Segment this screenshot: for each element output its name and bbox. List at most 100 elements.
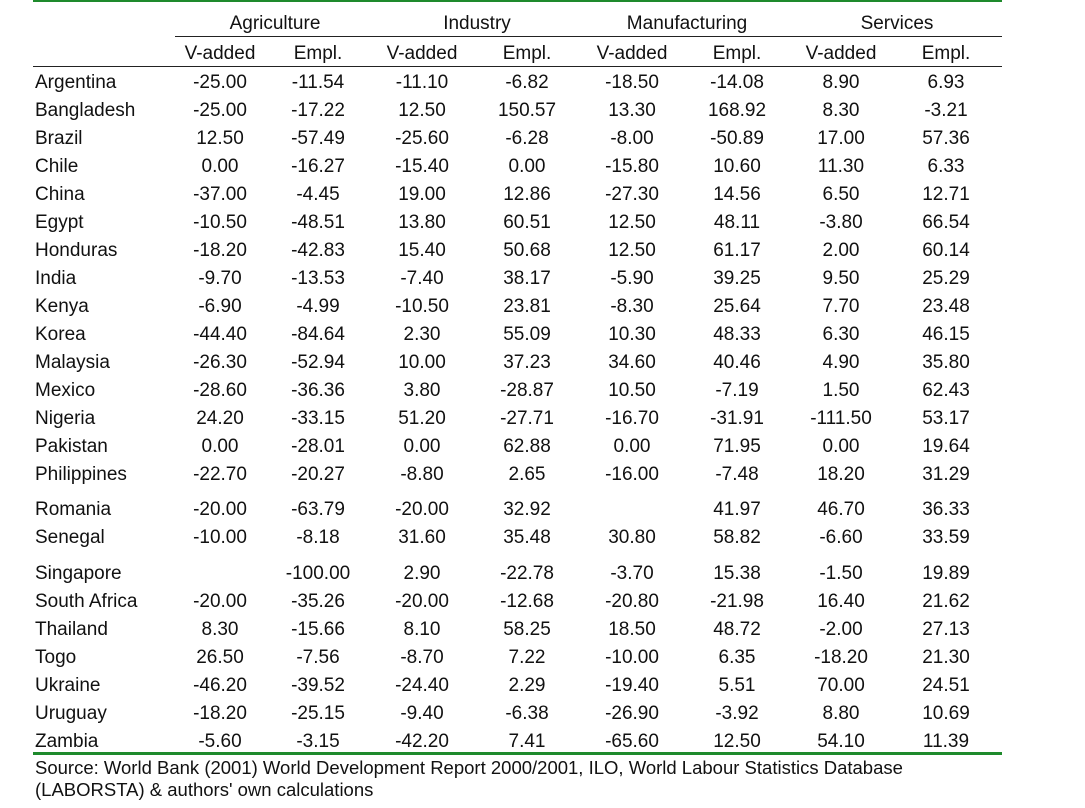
table-cell: -20.00 [395,591,449,612]
column-header: V-added [596,43,668,64]
group-header-industry: Industry [443,13,511,34]
row-country: Honduras [35,240,118,261]
table-cell: -10.00 [193,527,247,548]
table-cell: -5.60 [198,731,242,752]
row-country: Senegal [35,527,105,548]
table-cell: -18.50 [605,72,659,93]
table-cell: -28.87 [500,380,554,401]
table-cell: 19.89 [922,563,970,584]
table-cell: 7.22 [508,647,546,668]
row-country: Romania [35,499,112,520]
table-cell: 3.80 [403,380,441,401]
table-cell: -7.40 [400,268,444,289]
table-cell: 58.25 [503,619,551,640]
row-country: South Africa [35,591,138,612]
table-cell: 36.33 [922,499,970,520]
table-cell: 2.29 [508,675,546,696]
row-country: Argentina [35,72,117,93]
table-cell: 10.50 [608,380,656,401]
table-cell: -50.89 [710,128,764,149]
row-country: Uruguay [35,703,107,724]
table-cell: -25.00 [193,72,247,93]
table-cell: -13.53 [291,268,345,289]
table-cell: 1.50 [822,380,860,401]
column-header: V-added [386,43,458,64]
table-cell: -22.78 [500,563,554,584]
bottom-rule [33,752,1002,755]
header-rule [33,66,1002,67]
table-cell: -20.80 [605,591,659,612]
table-cell: -18.20 [193,703,247,724]
table-cell: 24.20 [196,408,244,429]
table-cell: -3.80 [819,212,863,233]
table-cell: -35.26 [291,591,345,612]
table-cell: -20.27 [291,464,345,485]
table-cell: 38.17 [503,268,551,289]
table-cell: 9.50 [822,268,860,289]
row-country: Thailand [35,619,108,640]
top-rule [33,0,1002,2]
table-cell: 48.72 [713,619,761,640]
table-cell: -4.99 [296,296,340,317]
table-cell: 16.40 [817,591,865,612]
row-country: Nigeria [35,408,96,429]
table-cell: -31.91 [710,408,764,429]
table-cell: 26.50 [196,647,244,668]
table-cell: 8.10 [403,619,441,640]
column-header: Empl. [712,43,762,64]
table-cell: -25.15 [291,703,345,724]
table-cell: -26.30 [193,352,247,373]
table-cell: -20.00 [193,591,247,612]
table-cell: 8.80 [822,703,860,724]
table-cell: -20.00 [395,499,449,520]
table-cell: -16.70 [605,408,659,429]
table-cell: 48.11 [713,212,761,233]
table-cell: 21.30 [922,647,970,668]
table-cell: -57.49 [291,128,345,149]
table-cell: -52.94 [291,352,345,373]
table-cell: 6.30 [822,324,860,345]
table-cell: -6.60 [819,527,863,548]
table-cell: 19.00 [398,184,446,205]
table-cell: -7.56 [296,647,340,668]
table-cell: 0.00 [201,436,239,457]
table-cell: 34.60 [608,352,656,373]
table-cell: 58.82 [713,527,761,548]
table-cell: -11.10 [395,72,449,93]
table-cell: -25.00 [193,100,247,121]
table-cell: -8.80 [400,464,444,485]
table-cell: 12.71 [922,184,970,205]
table-cell: 35.80 [922,352,970,373]
table-cell: 27.13 [922,619,970,640]
table-cell: -20.00 [193,499,247,520]
table-cell: 66.54 [922,212,970,233]
table-cell: -15.40 [395,156,449,177]
table-cell: -3.21 [924,100,968,121]
group-underline [591,36,800,37]
table-cell: 6.33 [927,156,965,177]
table-cell: -28.01 [291,436,345,457]
table-cell: 6.93 [927,72,965,93]
table-cell: -33.15 [291,408,345,429]
table-cell: -42.20 [395,731,449,752]
table-cell: -37.00 [193,184,247,205]
table-cell: -63.79 [291,499,345,520]
table-cell: -18.20 [814,647,868,668]
table-cell: 12.50 [713,731,761,752]
row-country: Pakistan [35,436,108,457]
table-cell: 60.14 [922,240,970,261]
table-cell: 13.30 [608,100,656,121]
table-cell: -5.90 [610,268,654,289]
table-cell: 46.15 [922,324,970,345]
table-cell: 61.17 [713,240,761,261]
table-cell: 40.46 [713,352,761,373]
column-header: Empl. [502,43,552,64]
table-cell: 62.43 [922,380,970,401]
table-cell: 54.10 [817,731,865,752]
table-cell: 10.60 [713,156,761,177]
table-cell: -27.71 [500,408,554,429]
table-cell: -2.00 [819,619,863,640]
table-cell: -65.60 [605,731,659,752]
table-cell: 18.20 [817,464,865,485]
